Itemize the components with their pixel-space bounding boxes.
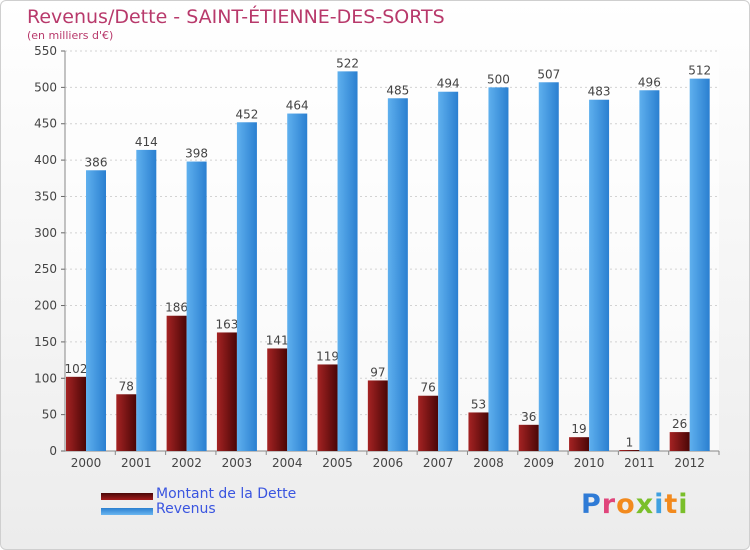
legend-swatch-dette [101,493,153,500]
y-tick-label: 50 [42,408,57,422]
data-label-dette: 186 [165,301,188,315]
logo-letter: P [581,489,602,520]
bar-revenus [136,149,157,451]
data-label-dette: 53 [471,397,486,411]
x-tick-label: 2003 [222,456,253,470]
bar-dette [166,315,187,451]
x-tick-label: 2012 [674,456,705,470]
proxiti-logo: Proxiti [581,489,689,520]
y-tick-label: 300 [34,226,57,240]
data-label-revenus: 485 [386,83,409,97]
logo-letter: r [601,489,617,520]
bar-revenus [86,170,106,452]
y-tick-label: 550 [34,44,57,58]
logo-letter: i [654,489,665,520]
x-tick-label: 2004 [272,456,303,470]
chart-subtitle: (en milliers d'€) [27,29,114,42]
y-tick-label: 450 [34,117,57,131]
data-label-dette: 102 [65,362,88,376]
y-tick-label: 150 [34,335,57,349]
x-tick-label: 2001 [121,456,152,470]
x-tick-label: 2005 [322,456,353,470]
data-label-revenus: 522 [336,56,359,70]
bar-dette [66,376,86,451]
bar-revenus [689,78,710,452]
data-label-revenus: 452 [235,107,258,121]
bar-revenus [387,98,408,451]
bar-dette [367,380,388,451]
data-label-revenus: 414 [135,135,158,149]
y-tick-label: 0 [49,444,57,458]
data-label-dette: 76 [421,381,436,395]
logo-letter: x [635,489,655,520]
y-tick-label: 100 [34,371,57,385]
y-tick-label: 250 [34,262,57,276]
legend-label-revenus: Revenus [156,501,216,517]
data-label-dette: 1 [626,435,634,449]
logo-letter: i [678,489,689,520]
bar-dette [267,348,288,451]
x-tick-label: 2011 [624,456,655,470]
bar-dette [116,394,137,451]
bar-dette [619,450,640,451]
bar-revenus [236,122,257,451]
data-label-dette: 78 [119,379,134,393]
y-tick-label: 500 [34,80,57,94]
bar-revenus [438,91,459,452]
bar-dette [418,395,439,451]
data-label-revenus: 494 [437,77,460,91]
x-tick-label: 2009 [523,456,554,470]
data-label-revenus: 507 [537,67,560,81]
y-tick-label: 400 [34,153,57,167]
data-label-revenus: 483 [588,85,611,99]
x-tick-label: 2002 [171,456,202,470]
bar-dette [317,364,338,451]
bar-revenus [337,71,358,451]
bar-revenus [186,161,207,451]
logo-letter: o [616,489,636,520]
bar-dette [468,412,489,451]
bar-revenus [589,99,610,452]
data-label-dette: 141 [266,333,289,347]
bar-dette [216,332,237,451]
x-tick-label: 2006 [373,456,404,470]
bar-revenus [538,82,559,451]
data-label-revenus: 512 [688,64,711,78]
data-label-dette: 26 [672,417,687,431]
logo-letter: t [664,489,679,520]
x-tick-label: 2000 [71,456,102,470]
data-label-revenus: 386 [85,155,108,169]
x-tick-label: 2008 [473,456,504,470]
x-tick-label: 2010 [574,456,605,470]
bar-revenus [488,87,509,451]
bar-revenus [287,113,308,451]
chart-title: Revenus/Dette - SAINT-ÉTIENNE-DES-SORTS [27,6,445,28]
bar-dette [569,437,590,451]
y-tick-label: 200 [34,299,57,313]
data-label-revenus: 398 [185,147,208,161]
data-label-dette: 163 [215,317,238,331]
data-label-dette: 36 [521,410,536,424]
data-label-revenus: 464 [286,99,309,113]
bar-dette [518,424,539,451]
data-label-revenus: 496 [638,75,661,89]
bar-revenus [639,90,660,451]
legend-label-dette: Montant de la Dette [156,486,297,502]
data-label-revenus: 500 [487,72,510,86]
legend-swatch-revenus [101,508,153,515]
x-tick-label: 2007 [423,456,454,470]
y-tick-label: 350 [34,189,57,203]
bar-dette [669,432,690,451]
data-label-dette: 119 [316,349,339,363]
data-label-dette: 97 [370,365,385,379]
data-label-dette: 19 [571,422,586,436]
